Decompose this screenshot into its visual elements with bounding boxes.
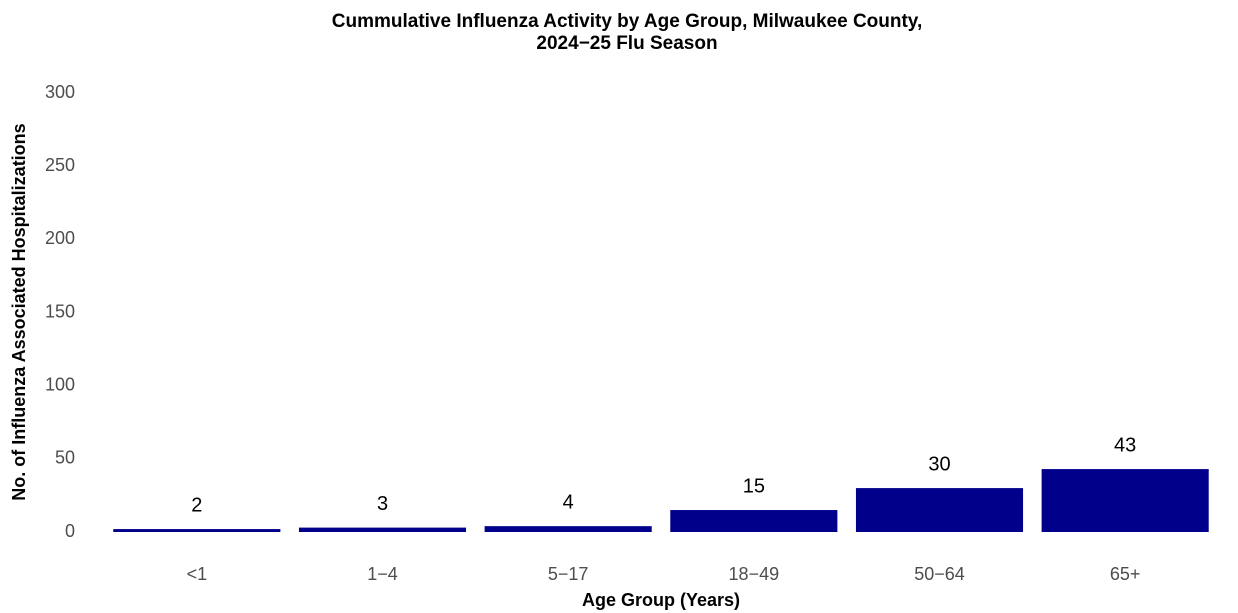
y-tick-label: 100	[45, 374, 75, 394]
y-tick-label: 150	[45, 301, 75, 321]
chart-title: Cummulative Influenza Activity by Age Gr…	[332, 11, 923, 32]
value-label: 15	[743, 475, 765, 497]
bar	[484, 526, 652, 532]
value-label: 4	[563, 491, 574, 513]
y-tick-label: 300	[45, 82, 75, 102]
value-label: 3	[377, 493, 388, 515]
x-tick-label: 65+	[1110, 564, 1141, 584]
chart-title: 2024−25 Flu Season	[536, 33, 717, 54]
value-label: 30	[928, 453, 950, 475]
x-tick-label: 5−17	[548, 564, 589, 584]
bar	[298, 527, 467, 532]
value-label: 43	[1114, 434, 1136, 456]
x-tick-label: 50−64	[914, 564, 965, 584]
x-tick-label: <1	[187, 564, 208, 584]
x-tick-label: 18−49	[729, 564, 780, 584]
y-tick-label: 200	[45, 228, 75, 248]
value-label: 2	[191, 494, 202, 516]
y-tick-label: 0	[65, 521, 75, 541]
bar	[113, 529, 281, 532]
y-axis-title: No. of Influenza Associated Hospitalizat…	[9, 123, 29, 500]
bar	[1041, 469, 1209, 532]
bar	[855, 488, 1024, 532]
y-tick-label: 50	[55, 448, 75, 468]
x-axis-title: Age Group (Years)	[582, 590, 740, 610]
bar	[670, 510, 838, 532]
x-tick-label: 1−4	[367, 564, 398, 584]
y-tick-label: 250	[45, 155, 75, 175]
